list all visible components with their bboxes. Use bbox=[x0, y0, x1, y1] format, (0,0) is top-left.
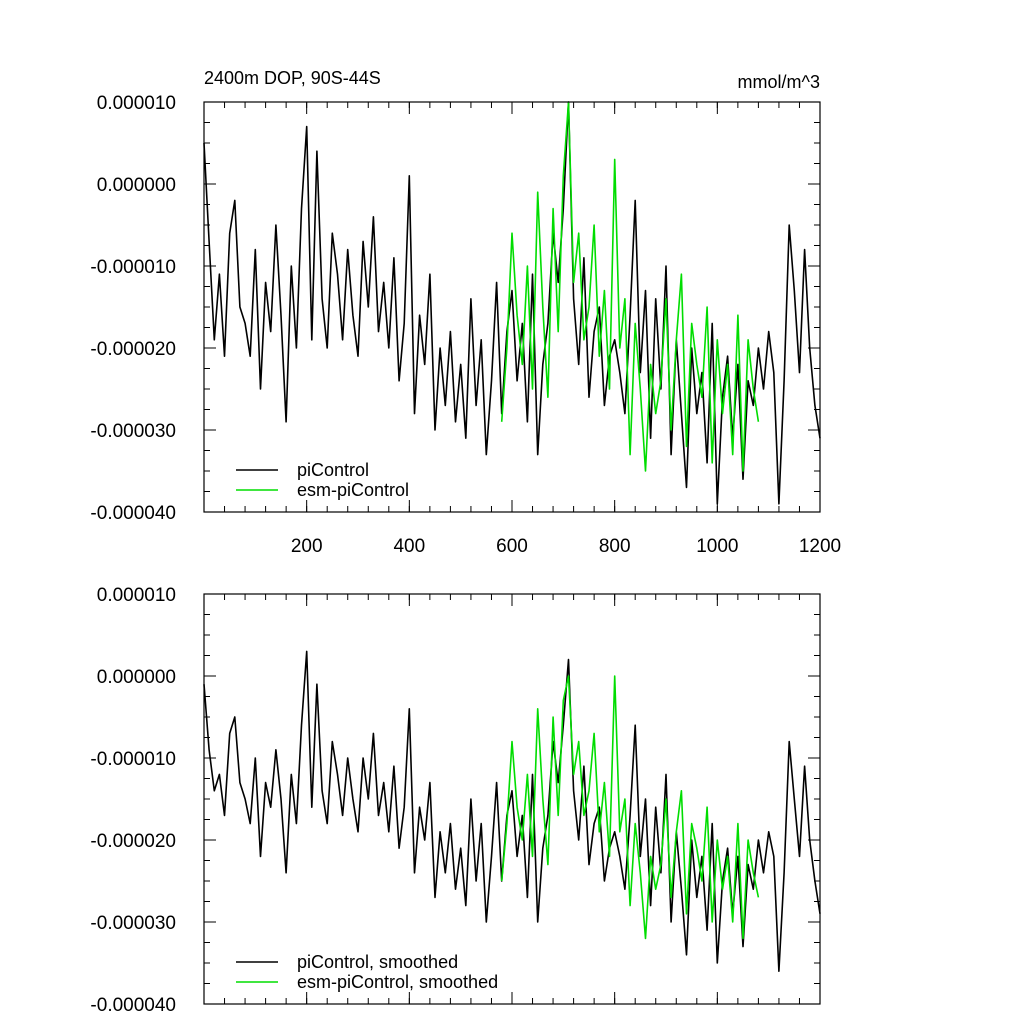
bottom-panel: 0.000010 0.000000 -0.000010 -0.000020 -0.000… bbox=[90, 585, 821, 1016]
x-tick-label: 200 bbox=[291, 536, 323, 557]
bottom-panel-series bbox=[203, 650, 821, 973]
y-tick-label: -0.000010 bbox=[90, 257, 176, 278]
legend-label-esm-picontrol: esm-piControl bbox=[297, 480, 409, 500]
series-line-picontrol bbox=[203, 101, 821, 505]
legend-label-picontrol: piControl bbox=[297, 460, 369, 480]
bottom-legend: piControl, smoothed esm-piControl, smoot… bbox=[236, 952, 498, 992]
bottom-panel-y-tick-labels: 0.000010 0.000000 -0.000010 -0.000020 -0.000… bbox=[90, 585, 176, 1016]
x-tick-label: 600 bbox=[496, 536, 528, 557]
y-tick-label: -0.000030 bbox=[90, 421, 176, 442]
x-tick-label: 1000 bbox=[696, 536, 738, 557]
top-legend: piControl esm-piControl bbox=[236, 460, 409, 500]
y-tick-label: -0.000020 bbox=[90, 831, 176, 852]
legend-label-picontrol-smoothed: piControl, smoothed bbox=[297, 952, 458, 972]
y-tick-label: 0.000000 bbox=[97, 175, 176, 196]
y-tick-label: 0.000010 bbox=[97, 585, 176, 606]
x-tick-label: 800 bbox=[599, 536, 631, 557]
x-tick-label: 1200 bbox=[799, 536, 841, 557]
y-tick-label: -0.000020 bbox=[90, 339, 176, 360]
top-panel: 2400m DOP, 90S-44S mmol/m^3 0.0000100.00… bbox=[90, 68, 841, 557]
chart-title-left: 2400m DOP, 90S-44S bbox=[204, 68, 381, 88]
top-panel-series bbox=[203, 101, 821, 505]
legend-label-esm-picontrol-smoothed: esm-piControl, smoothed bbox=[297, 972, 498, 992]
y-tick-label: -0.000040 bbox=[90, 503, 176, 524]
y-tick-label: -0.000010 bbox=[90, 749, 176, 770]
y-tick-label: -0.000040 bbox=[90, 995, 176, 1016]
series-line-esm-picontrol-smoothed bbox=[500, 675, 760, 940]
series-line-picontrol-smoothed bbox=[203, 650, 821, 973]
bottom-panel-ticks bbox=[204, 593, 821, 1005]
y-tick-label: 0.000000 bbox=[97, 667, 176, 688]
x-tick-label: 400 bbox=[393, 536, 425, 557]
series-line-esm-picontrol bbox=[500, 101, 760, 472]
top-plot-frame bbox=[203, 101, 821, 513]
top-panel-x-tick-labels: 200 400 600 800 1000 1200 bbox=[291, 536, 841, 557]
y-tick-label: -0.000030 bbox=[90, 913, 176, 934]
top-panel-y-tick-labels: 0.000010 0.000000 -0.000010 -0.000020 -0.000… bbox=[90, 93, 176, 524]
bottom-plot-frame bbox=[203, 593, 821, 1005]
y-tick-label: 0.000010 bbox=[97, 93, 176, 114]
chart-units-label: mmol/m^3 bbox=[738, 72, 820, 92]
top-panel-ticks bbox=[204, 101, 821, 513]
